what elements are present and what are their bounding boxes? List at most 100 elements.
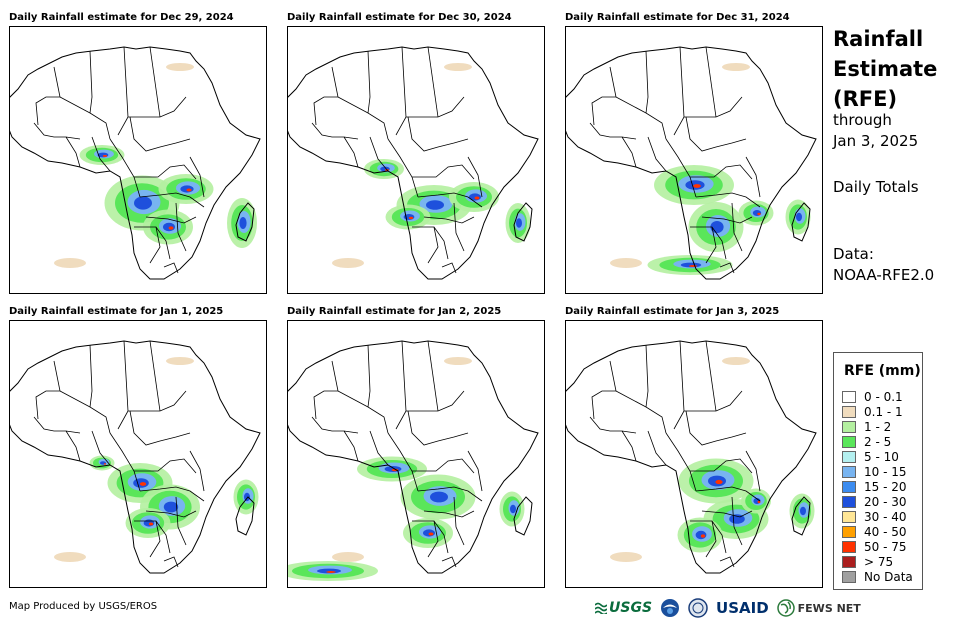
landmass [10,341,260,573]
legend-item: 40 - 50 [842,524,907,539]
data-label: Data: [833,245,874,263]
legend-swatch [842,540,856,553]
map-panel-4: Daily Rainfall estimate for Jan 1, 2025 [9,306,267,592]
country-border [417,486,483,502]
country-border [589,122,637,140]
country-border [139,192,205,208]
legend-swatch [842,465,856,478]
legend-item: 5 - 10 [842,449,899,464]
country-border [149,520,161,558]
country-border [685,410,747,446]
legend-swatch [842,510,856,523]
country-border [665,432,697,492]
panel-title: Daily Rainfall estimate for Dec 30, 2024 [287,12,512,23]
rain-area [444,357,472,365]
rain-area [143,519,155,527]
landmass [288,341,538,573]
map-panel-1: Daily Rainfall estimate for Dec 29, 2024 [9,12,267,298]
legend-item: No Data [842,569,913,584]
rain-area [54,552,86,562]
country-border [109,432,141,492]
country-border [645,50,649,114]
country-border [412,458,475,474]
partner-logos: USGS USAID FEWS NET [595,597,869,619]
rain-area [444,63,472,71]
legend-title: RFE (mm) [844,363,921,379]
madagascar-outline [513,496,533,536]
legend-label: 50 - 75 [864,539,907,554]
legend-item: 10 - 15 [842,464,907,479]
legend-item: 50 - 75 [842,539,907,554]
rain-area [408,216,414,220]
rain-area [693,184,701,188]
rainfall-map [565,320,823,588]
country-border [175,496,187,546]
country-border [685,116,747,152]
legend-label: > 75 [864,554,894,569]
country-border [745,450,761,492]
country-border [134,458,197,474]
legend-swatch [842,420,856,433]
country-border [591,66,617,126]
rain-area [426,200,444,210]
landmass [566,47,816,279]
country-border [615,96,667,140]
country-border [719,556,735,568]
country-border [337,96,389,140]
country-border [621,136,637,168]
country-border [719,262,735,274]
country-border [189,156,205,198]
legend-item: > 75 [842,554,893,569]
country-border [59,390,111,434]
coastline [566,340,817,574]
country-border [412,226,449,260]
legend: RFE (mm) 0 - 0.1 0.1 - 1 1 - 2 2 - 5 5 -… [833,352,923,590]
panel-title: Daily Rainfall estimate for Dec 29, 2024 [9,12,234,23]
side-title-line1: Rainfall [833,27,924,51]
coastline [288,340,539,574]
side-title-line2: Estimate [833,57,938,81]
country-border [149,46,161,118]
country-border [615,390,667,434]
country-border [423,216,475,224]
country-border [311,416,359,434]
side-title-line3: (RFE) [833,87,898,111]
legend-label: 5 - 10 [864,449,899,464]
rainfall-map [9,320,267,588]
country-border [163,556,179,568]
landmass [288,47,538,279]
globe-icon [776,599,795,617]
coastline [288,46,539,280]
country-border [591,360,617,420]
coastline [566,46,817,280]
rain-area [430,491,448,503]
country-border [128,96,187,118]
madagascar-outline [513,202,533,242]
country-border [701,216,753,224]
legend-label: 20 - 30 [864,494,907,509]
legend-label: 30 - 40 [864,509,907,524]
rain-area [180,185,194,193]
madagascar-outline [235,496,255,536]
country-border [427,340,439,412]
seal-icon [688,598,708,618]
country-border [343,136,359,168]
country-border [149,226,161,264]
rain-area [239,217,247,229]
noaa-logo [660,598,680,618]
legend-swatch [842,570,856,583]
country-border [139,486,205,502]
legend-swatch [842,555,856,568]
country-border [647,430,667,466]
panel-title: Daily Rainfall estimate for Jan 2, 2025 [287,306,502,317]
country-border [647,136,667,172]
country-border [621,430,637,462]
rainfall-map [287,320,545,588]
rain-area [610,552,642,562]
legend-item: 15 - 20 [842,479,907,494]
country-border [387,138,419,198]
country-border [690,458,753,474]
through-text: through [833,111,892,129]
country-border [407,410,469,446]
rain-area [163,501,179,513]
